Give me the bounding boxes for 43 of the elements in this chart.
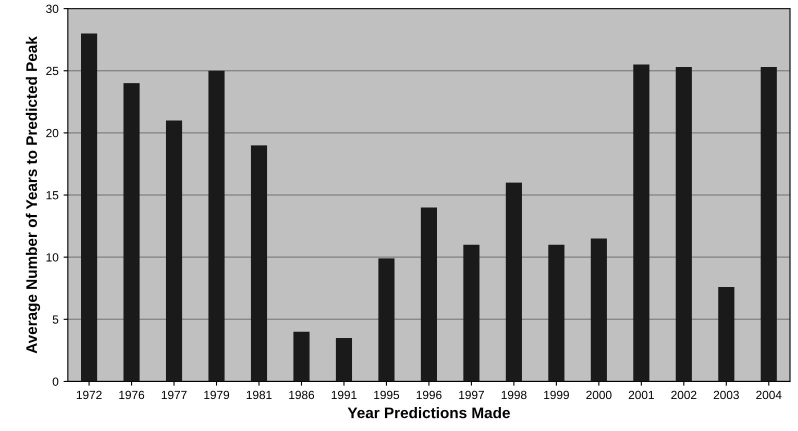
y-tick-label: 25 — [46, 66, 58, 76]
y-axis-title: Average Number of Years to Predicted Peak — [26, 36, 40, 354]
x-tick-label: 2002 — [671, 390, 696, 400]
x-tick-label: 1986 — [289, 390, 314, 400]
bar — [250, 145, 268, 382]
bar — [123, 83, 140, 382]
x-tick-label: 2001 — [628, 390, 654, 400]
x-tick-label: 2000 — [586, 390, 612, 400]
x-axis-title: Year Predictions Made — [348, 407, 510, 418]
x-tick-label: 1976 — [119, 390, 144, 400]
x-tick-label: 2003 — [714, 390, 739, 400]
bar — [506, 182, 522, 382]
bar — [718, 286, 734, 382]
x-tick-label: 1996 — [416, 390, 442, 400]
bar — [633, 64, 650, 382]
x-tick-label: 1979 — [204, 390, 230, 400]
x-tick-label: 1972 — [76, 390, 102, 400]
bar — [336, 338, 352, 382]
y-tick-label: 30 — [46, 4, 58, 14]
bar — [378, 258, 395, 382]
x-tick-label: 1981 — [246, 390, 272, 400]
y-tick-label: 5 — [52, 315, 58, 324]
y-tick-label: 15 — [46, 191, 58, 200]
x-tick-label: 1991 — [332, 390, 357, 400]
bar — [760, 67, 777, 382]
bar — [590, 238, 607, 382]
bar — [548, 244, 564, 382]
x-tick-label: 2004 — [756, 390, 782, 400]
bar — [166, 120, 182, 382]
bar — [81, 33, 98, 382]
y-tick-label: 20 — [46, 128, 58, 138]
x-tick-label: 1977 — [162, 390, 187, 400]
bar — [293, 332, 310, 382]
x-tick-label: 1998 — [502, 390, 527, 400]
x-tick-label: 1999 — [544, 390, 569, 400]
bar — [463, 244, 480, 382]
bar — [208, 70, 225, 382]
x-tick-label: 1995 — [374, 390, 400, 400]
bar — [420, 207, 437, 382]
x-tick-label: 1997 — [459, 390, 484, 400]
bar — [676, 67, 692, 382]
y-tick-label: 0 — [52, 377, 58, 386]
y-tick-label: 10 — [46, 253, 58, 262]
